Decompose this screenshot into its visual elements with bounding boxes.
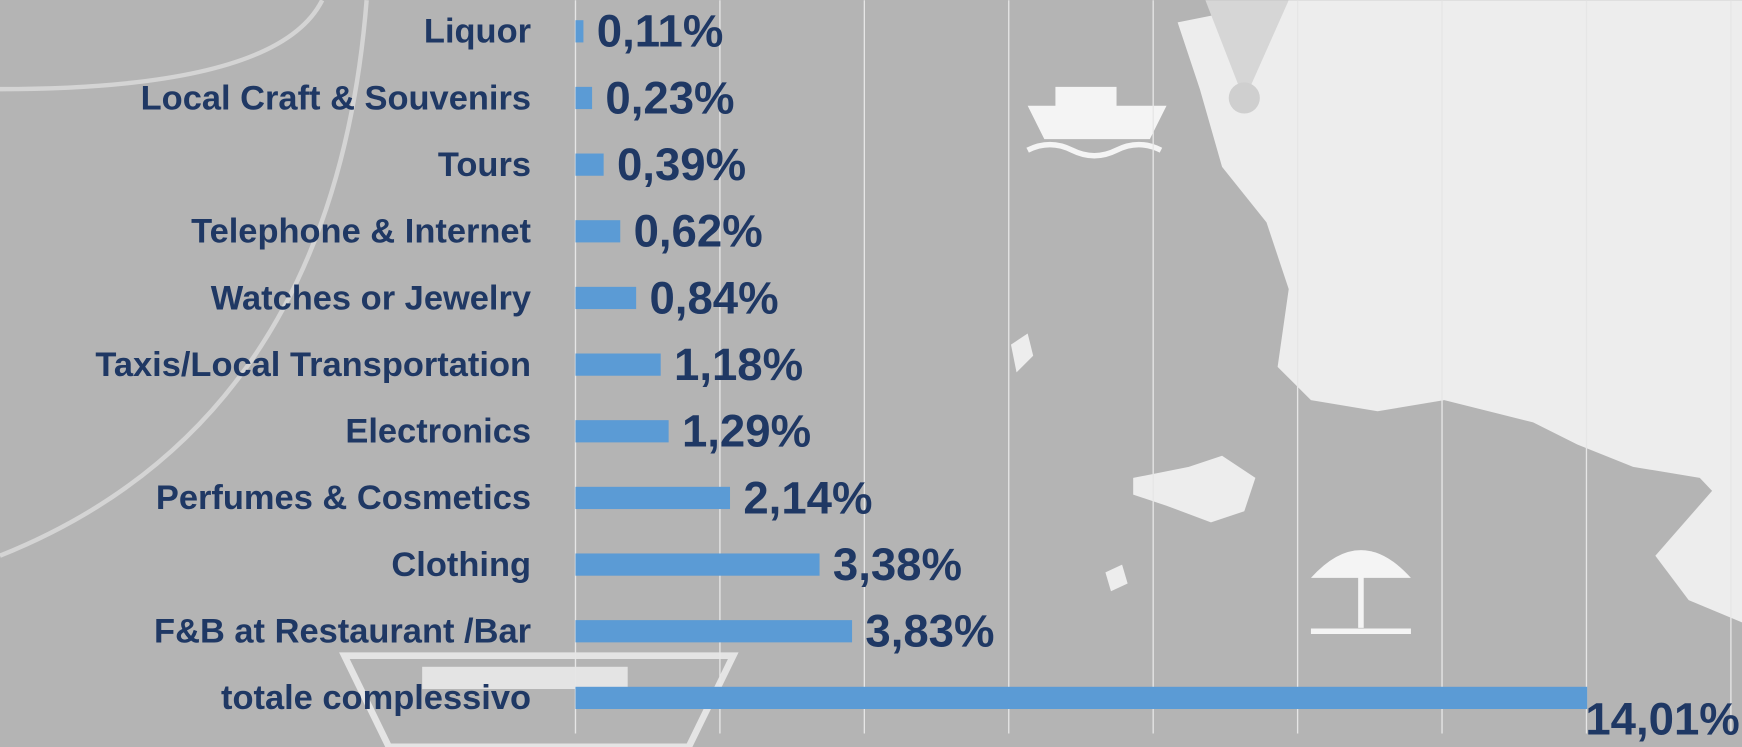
bar — [575, 353, 661, 376]
value-label: 3,38% — [833, 539, 962, 590]
category-label: Local Craft & Souvenirs — [141, 79, 531, 117]
bar — [575, 420, 669, 443]
category-label: Liquor — [424, 13, 531, 51]
category-label: totale complessivo — [221, 679, 531, 717]
value-label: 2,14% — [743, 472, 872, 523]
value-label: 3,83% — [865, 606, 994, 657]
bar — [575, 153, 604, 176]
category-label: Tours — [438, 146, 531, 184]
value-label: 1,29% — [682, 406, 811, 457]
value-label: 1,18% — [674, 339, 803, 390]
bar — [575, 20, 584, 43]
value-label: 0,62% — [634, 206, 763, 257]
bar — [575, 553, 820, 576]
value-label: 0,23% — [605, 72, 734, 123]
bar — [575, 620, 853, 643]
category-label: Perfumes & Cosmetics — [156, 479, 531, 517]
category-label: Electronics — [345, 413, 531, 451]
bar — [575, 486, 731, 510]
value-label: 14,01% — [1585, 693, 1739, 744]
value-label: 0,84% — [649, 272, 778, 323]
category-label: Taxis/Local Transportation — [95, 346, 531, 384]
category-label: Telephone & Internet — [191, 213, 531, 251]
bar — [575, 220, 621, 243]
bar — [575, 686, 1588, 710]
category-label: Watches or Jewelry — [211, 279, 531, 317]
bar — [575, 86, 593, 110]
value-label: 0,39% — [617, 139, 746, 190]
category-label: Clothing — [391, 546, 531, 584]
bar — [575, 286, 637, 310]
value-label: 0,11% — [597, 6, 724, 57]
category-label: F&B at Restaurant /Bar — [154, 613, 531, 651]
